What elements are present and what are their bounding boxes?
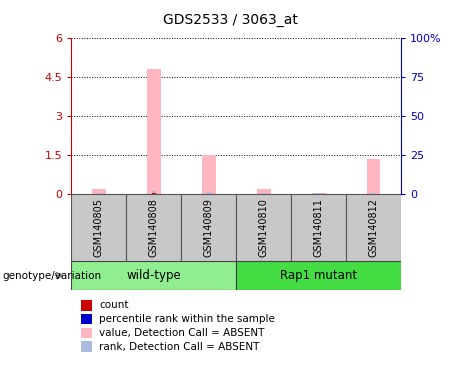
Bar <box>236 261 401 290</box>
Text: GSM140812: GSM140812 <box>369 198 378 257</box>
Text: Rap1 mutant: Rap1 mutant <box>280 269 357 282</box>
Text: GSM140809: GSM140809 <box>204 198 214 257</box>
Text: GSM140805: GSM140805 <box>94 198 104 257</box>
Text: GSM140811: GSM140811 <box>313 198 324 257</box>
Bar <box>261 193 266 194</box>
Text: wild-type: wild-type <box>126 269 181 282</box>
Bar <box>71 194 126 261</box>
Bar <box>346 194 401 261</box>
Text: GDS2533 / 3063_at: GDS2533 / 3063_at <box>163 13 298 27</box>
Bar <box>202 155 216 194</box>
Bar <box>207 192 211 194</box>
Bar <box>367 159 380 194</box>
Bar <box>236 194 291 261</box>
Bar <box>97 193 101 194</box>
Bar <box>181 194 236 261</box>
Text: GSM140810: GSM140810 <box>259 198 269 257</box>
Text: percentile rank within the sample: percentile rank within the sample <box>99 314 275 324</box>
Bar <box>257 189 271 194</box>
Bar <box>147 69 161 194</box>
Bar <box>372 193 376 194</box>
Bar <box>152 191 156 194</box>
Text: genotype/variation: genotype/variation <box>2 270 101 281</box>
Text: count: count <box>99 300 129 310</box>
Text: value, Detection Call = ABSENT: value, Detection Call = ABSENT <box>99 328 265 338</box>
Bar <box>312 193 325 194</box>
Bar <box>291 194 346 261</box>
Bar <box>126 194 181 261</box>
Bar <box>71 261 236 290</box>
Text: GSM140808: GSM140808 <box>149 198 159 257</box>
Bar <box>152 193 155 194</box>
Bar <box>92 189 106 194</box>
Text: rank, Detection Call = ABSENT: rank, Detection Call = ABSENT <box>99 342 260 352</box>
